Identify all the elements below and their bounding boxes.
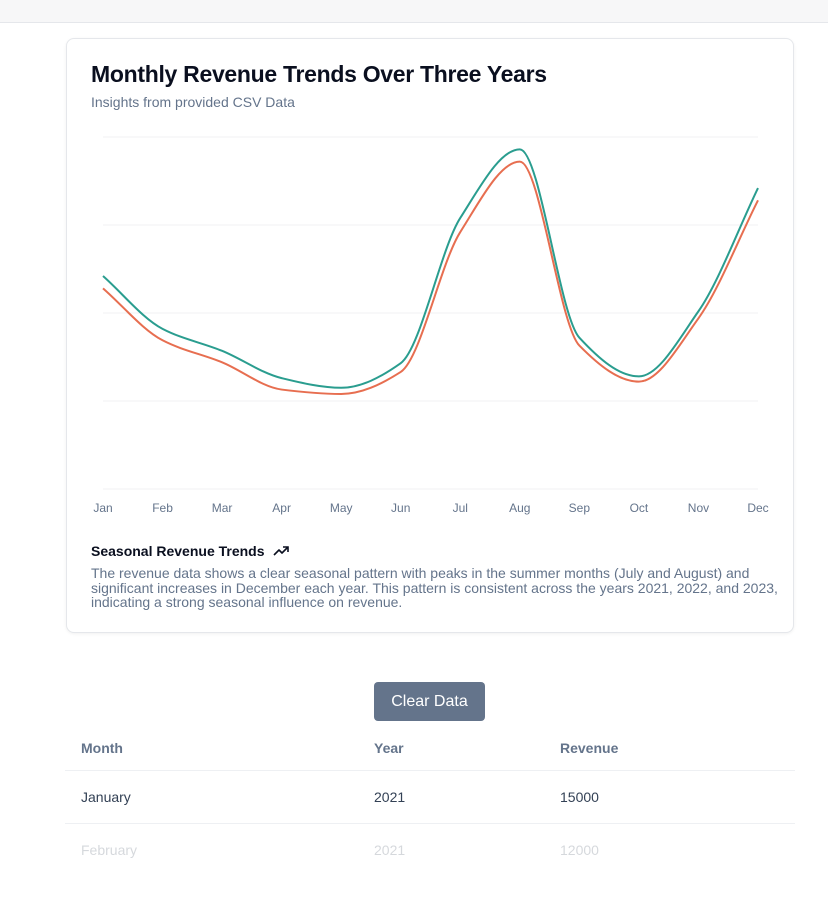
cell-year: 2021 [374, 789, 406, 805]
clear-data-button[interactable]: Clear Data [374, 682, 485, 721]
footer-title-text: Seasonal Revenue Trends [91, 543, 265, 559]
footer-description: The revenue data shows a clear seasonal … [91, 565, 778, 610]
cell-revenue: 15000 [560, 789, 599, 805]
top-bar [0, 0, 828, 23]
x-tick-label: Nov [688, 501, 709, 515]
table-row: February 2021 12000 [65, 824, 795, 876]
x-tick-label: Sep [569, 501, 591, 515]
line-chart: Jan Feb Mar Apr May Jun Jul Aug Sep Oct Nov Dec [93, 136, 769, 515]
x-tick-label: Jan [93, 501, 112, 515]
header-revenue: Revenue [560, 740, 619, 756]
trending-up-icon [272, 546, 289, 556]
cell-month: January [81, 789, 131, 805]
data-table: Month Year Revenue January 2021 15000 Fe… [65, 726, 795, 876]
x-tick-label: Apr [272, 501, 291, 515]
x-tick-label: Feb [152, 501, 173, 515]
series-line-0 [102, 148, 759, 389]
x-tick-label: Mar [212, 501, 233, 515]
header-month: Month [81, 740, 123, 756]
x-tick-label: Jul [453, 501, 468, 515]
chart-title: Monthly Revenue Trends Over Three Years [91, 61, 547, 87]
cell-month: February [81, 842, 138, 858]
x-tick-label: Dec [747, 501, 768, 515]
x-tick-label: Aug [509, 501, 530, 515]
cell-year: 2021 [374, 842, 406, 858]
series-line-1 [102, 160, 759, 395]
footer-title: Seasonal Revenue Trends [91, 543, 289, 559]
chart-card: Monthly Revenue Trends Over Three Years … [66, 38, 794, 633]
chart-subtitle: Insights from provided CSV Data [91, 94, 295, 110]
x-tick-label: May [330, 501, 353, 515]
x-tick-label: Oct [630, 501, 649, 515]
header-year: Year [374, 740, 404, 756]
table-header: Month Year Revenue [65, 726, 795, 771]
x-tick-label: Jun [391, 501, 410, 515]
cell-revenue: 12000 [560, 842, 599, 858]
table-row: January 2021 15000 [65, 771, 795, 824]
